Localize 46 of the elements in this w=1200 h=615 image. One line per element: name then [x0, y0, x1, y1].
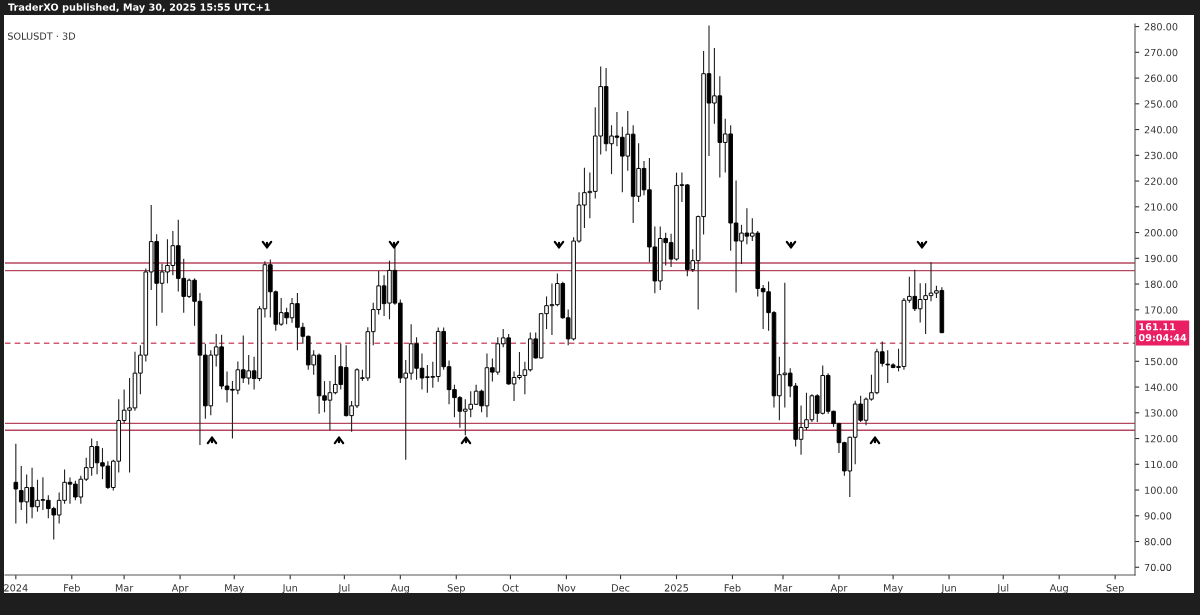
x-tick-label: Apr: [171, 584, 189, 594]
x-tick-label: Feb: [64, 584, 80, 592]
y-tick-label: 140.00: [1145, 383, 1178, 391]
x-tick-label: Mar: [774, 584, 793, 592]
x-tick-label: Aug: [390, 584, 409, 594]
y-tick-label: 230.00: [1144, 151, 1178, 160]
y-tick-label: 240.00: [1144, 126, 1178, 134]
y-tick-label: 70.00: [1144, 563, 1172, 572]
x-tick-label: Aug: [1049, 584, 1068, 594]
x-tick-label: Sep: [447, 584, 465, 594]
y-tick-label: 270.00: [1144, 48, 1178, 57]
y-tick-label: 180.00: [1145, 280, 1178, 288]
y-tick-label: 260.00: [1144, 74, 1178, 82]
chart-title: TraderXO published, May 30, 2025 15:55 UTC+1: [8, 3, 270, 13]
x-tick-label: Feb: [724, 584, 741, 592]
y-tick-label: 210.00: [1144, 203, 1178, 211]
y-tick-label: 200.00: [1144, 229, 1178, 237]
y-tick-label: 190.00: [1145, 254, 1178, 263]
text: 161.11 09:04:44: [1138, 323, 1187, 342]
y-tick-label: 150.00: [1145, 357, 1178, 366]
x-tick-label: May: [225, 584, 245, 594]
text: SOLUSDT · 3D: [7, 32, 76, 40]
x-tick-label: Jul: [996, 584, 1009, 594]
y-tick-label: 250.00: [1144, 100, 1178, 108]
x-tick-label: Mar: [115, 584, 134, 592]
x-tick-label: 2024: [4, 584, 28, 592]
x-tick-label: Nov: [557, 584, 576, 592]
candlestick: [13, 443, 19, 525]
x-tick-label: May: [884, 584, 903, 594]
y-tick-label: 120.00: [1145, 435, 1178, 443]
y-tick-label: 130.00: [1145, 409, 1178, 417]
x-tick-label: Dec: [612, 584, 630, 592]
y-tick-label: 100.00: [1145, 486, 1178, 494]
y-tick-label: 80.00: [1144, 538, 1172, 546]
x-tick-label: Jul: [337, 584, 350, 594]
y-tick-label: 280.00: [1144, 23, 1178, 31]
y-tick-label: 110.00: [1145, 460, 1178, 469]
x-tick-label: Jun: [282, 584, 297, 594]
x-tick-label: Sep: [1106, 584, 1124, 594]
x-tick-label: Apr: [830, 584, 848, 594]
x-tick-label: Oct: [502, 584, 519, 592]
x-tick-label: Jun: [940, 584, 956, 594]
y-tick-label: 90.00: [1144, 512, 1172, 520]
y-tick-label: 170.00: [1145, 306, 1178, 314]
y-tick-label: 220.00: [1144, 177, 1178, 185]
x-tick-label: 2025: [664, 584, 689, 592]
